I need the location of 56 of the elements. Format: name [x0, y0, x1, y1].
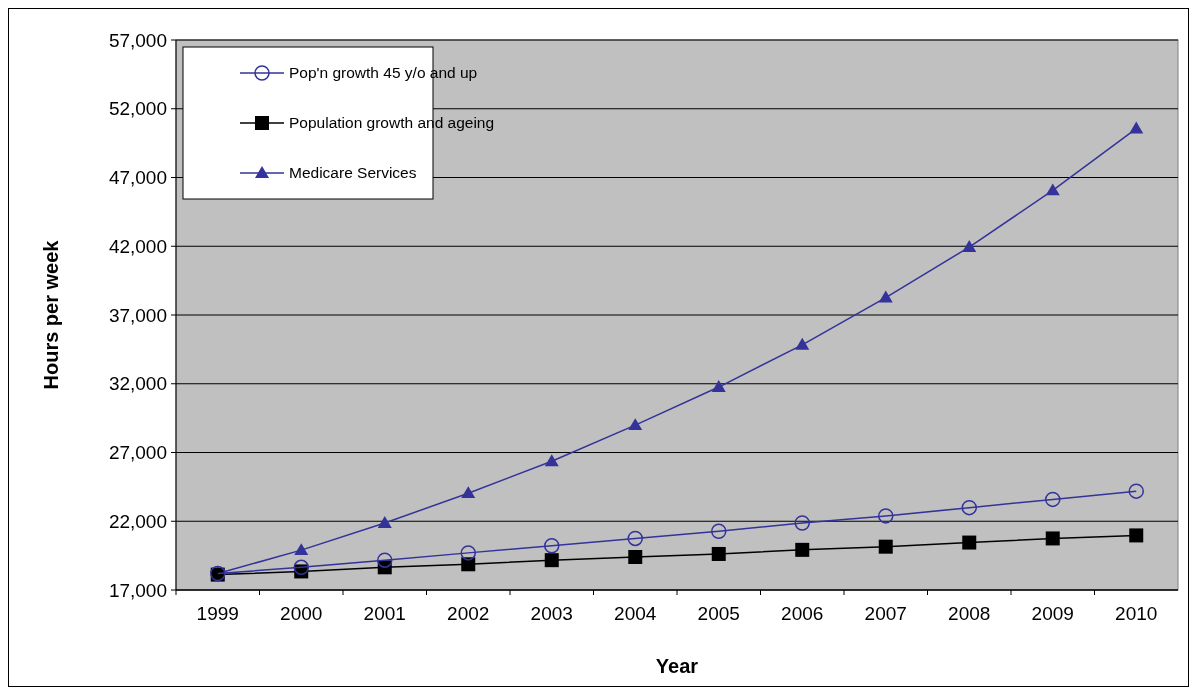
x-tick-label: 1999	[196, 603, 239, 624]
point	[1129, 528, 1144, 543]
point	[795, 337, 810, 350]
y-tick-label: 52,000	[108, 98, 167, 120]
legend-label: Medicare Services	[289, 164, 417, 182]
point	[460, 545, 476, 561]
point	[461, 486, 476, 499]
point	[1129, 121, 1144, 134]
point	[461, 557, 476, 572]
point	[377, 552, 393, 568]
point	[293, 559, 309, 576]
y-tick-label: 32,000	[108, 373, 167, 395]
point	[1045, 183, 1060, 196]
y-tick-label: 42,000	[108, 235, 167, 257]
x-tick-label: 2001	[363, 603, 406, 624]
y-axis-title: Hours per week	[40, 239, 62, 390]
point	[711, 523, 727, 540]
point	[1128, 483, 1144, 499]
point	[878, 508, 894, 524]
x-tick-label: 2005	[697, 603, 740, 624]
point	[878, 290, 893, 303]
y-tick-label: 22,000	[108, 510, 167, 532]
point	[544, 454, 559, 467]
y-tick-label: 57,000	[108, 29, 167, 51]
point	[627, 530, 643, 547]
point	[711, 380, 726, 392]
x-tick-label: 2004	[614, 603, 657, 624]
point	[544, 537, 560, 554]
point	[711, 546, 726, 561]
point	[794, 515, 810, 531]
x-tick-label: 2009	[1031, 603, 1074, 624]
x-tick-label: 2002	[447, 603, 490, 624]
y-tick-label: 17,000	[108, 579, 167, 601]
point	[377, 516, 392, 528]
point	[962, 240, 977, 252]
x-tick-label: 2003	[530, 603, 573, 624]
point	[1045, 531, 1060, 546]
legend-label: Pop'n growth 45 y/o and up	[289, 64, 478, 82]
point	[795, 542, 810, 557]
point	[961, 499, 977, 516]
y-tick-label: 47,000	[108, 167, 167, 189]
x-tick-label: 2008	[948, 603, 991, 624]
x-tick-label: 2000	[280, 603, 323, 624]
y-tick-label: 27,000	[108, 442, 167, 464]
point	[878, 539, 893, 554]
point	[628, 418, 643, 431]
x-tick-label: 2006	[781, 603, 824, 624]
point	[1045, 491, 1061, 508]
point	[544, 553, 559, 568]
x-tick-label: 2007	[864, 603, 907, 624]
x-tick-label: 2010	[1115, 603, 1158, 624]
point	[294, 543, 309, 556]
point	[628, 550, 643, 564]
x-axis-title: Year	[655, 655, 699, 677]
point	[962, 535, 977, 550]
y-tick-label: 37,000	[108, 304, 167, 326]
